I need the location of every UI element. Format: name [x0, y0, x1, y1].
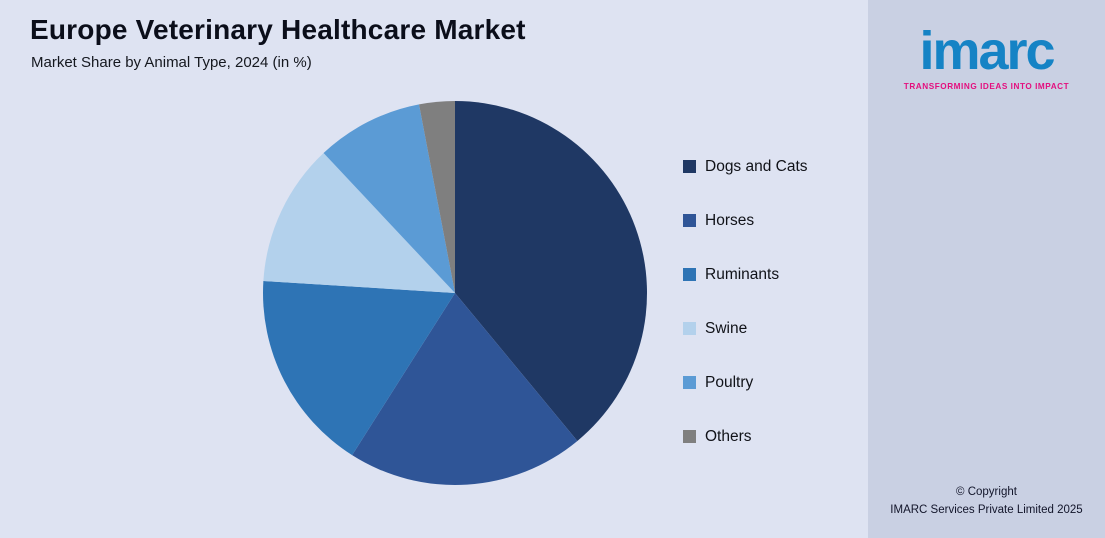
- pie-slice-swine: [263, 153, 455, 293]
- copyright-line1: © Copyright: [956, 486, 1017, 499]
- legend-item-ruminants: Ruminants: [683, 264, 808, 285]
- pie-slice-horses: [352, 293, 578, 486]
- legend-swatch-swine: [683, 322, 696, 335]
- imarc-logo: imarc TRANSFORMING IDEAS INTO IMPACT: [868, 21, 1105, 92]
- chart-subtitle: Market Share by Animal Type, 2024 (in %): [31, 54, 312, 71]
- imarc-logo-text: imarc: [919, 21, 1055, 81]
- chart-header: Europe Veterinary Healthcare Market Mark…: [30, 14, 526, 71]
- pie-slice-dogs-and-cats: [455, 101, 648, 441]
- pie-slice-ruminants: [263, 280, 455, 456]
- legend-label-others: Others: [705, 427, 752, 445]
- legend: Dogs and Cats Horses Ruminants Swine Pou…: [683, 156, 808, 480]
- pie-chart: [263, 101, 648, 486]
- legend-label-swine: Swine: [705, 319, 748, 337]
- copyright: © Copyright IMARC Services Private Limit…: [868, 484, 1105, 520]
- legend-label-horses: Horses: [705, 211, 755, 229]
- legend-item-swine: Swine: [683, 318, 808, 339]
- legend-item-dogs-and-cats: Dogs and Cats: [683, 156, 808, 177]
- legend-item-others: Others: [683, 426, 808, 447]
- legend-swatch-ruminants: [683, 268, 696, 281]
- chart-title: Europe Veterinary Healthcare Market: [30, 14, 526, 45]
- legend-swatch-poultry: [683, 376, 696, 389]
- legend-item-poultry: Poultry: [683, 372, 808, 393]
- imarc-logo-tagline: TRANSFORMING IDEAS INTO IMPACT: [903, 82, 1070, 92]
- legend-swatch-others: [683, 430, 696, 443]
- legend-label-poultry: Poultry: [705, 373, 754, 391]
- copyright-line2: IMARC Services Private Limited 2025: [890, 504, 1083, 517]
- legend-swatch-horses: [683, 214, 696, 227]
- legend-label-ruminants: Ruminants: [705, 265, 780, 283]
- legend-swatch-dogs-and-cats: [683, 160, 696, 173]
- pie-slice-poultry: [323, 104, 455, 294]
- pie-slice-others: [419, 101, 455, 293]
- legend-item-horses: Horses: [683, 210, 808, 231]
- right-panel: [868, 0, 1105, 538]
- legend-label-dogs-and-cats: Dogs and Cats: [705, 157, 808, 175]
